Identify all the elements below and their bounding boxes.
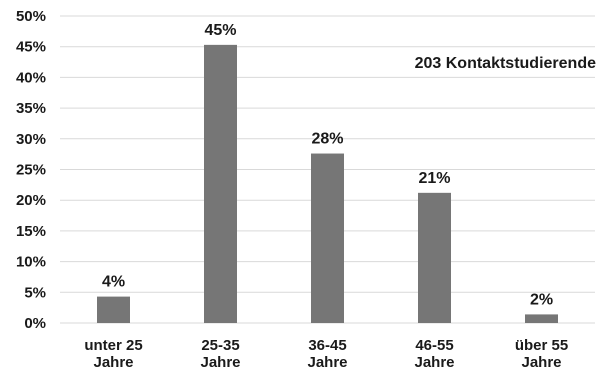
x-tick-label: über 55	[515, 337, 568, 354]
chart-annotation: 203 Kontaktstudierende	[415, 55, 596, 72]
y-axis: 0% 5% 10% 15% 20% 25% 30% 35% 40% 45% 50%	[16, 8, 46, 332]
y-tick-label: 30%	[16, 131, 46, 148]
bar	[311, 153, 344, 323]
x-tick-label: unter 25	[84, 337, 142, 354]
x-axis: unter 25Jahre25-35Jahre36-45Jahre46-55Ja…	[84, 337, 568, 371]
y-tick-label: 25%	[16, 162, 46, 179]
bar	[418, 192, 451, 323]
bar	[525, 314, 558, 323]
x-tick-label: Jahre	[414, 354, 454, 371]
y-tick-label: 10%	[16, 254, 46, 271]
x-tick-label: 46-55	[415, 337, 453, 354]
x-tick-label: Jahre	[521, 354, 561, 371]
y-tick-label: 40%	[16, 69, 46, 86]
data-label: 28%	[311, 131, 343, 148]
x-tick-label: 25-35	[201, 337, 239, 354]
bars	[97, 44, 558, 323]
data-label: 45%	[204, 22, 236, 39]
y-tick-label: 20%	[16, 192, 46, 209]
x-tick-label: Jahre	[93, 354, 133, 371]
x-tick-label: Jahre	[200, 354, 240, 371]
y-tick-label: 45%	[16, 39, 46, 56]
bar	[204, 44, 237, 323]
bar	[97, 296, 130, 323]
y-tick-label: 0%	[24, 315, 46, 332]
x-tick-label: 36-45	[308, 337, 346, 354]
data-label: 4%	[102, 274, 125, 291]
y-tick-label: 35%	[16, 100, 46, 117]
x-tick-label: Jahre	[307, 354, 347, 371]
y-tick-label: 15%	[16, 223, 46, 240]
y-tick-label: 5%	[24, 284, 46, 301]
data-labels: 4% 45% 28% 21% 2%	[102, 22, 553, 309]
data-label: 21%	[418, 170, 450, 187]
y-tick-label: 50%	[16, 8, 46, 25]
data-label: 2%	[530, 291, 553, 308]
